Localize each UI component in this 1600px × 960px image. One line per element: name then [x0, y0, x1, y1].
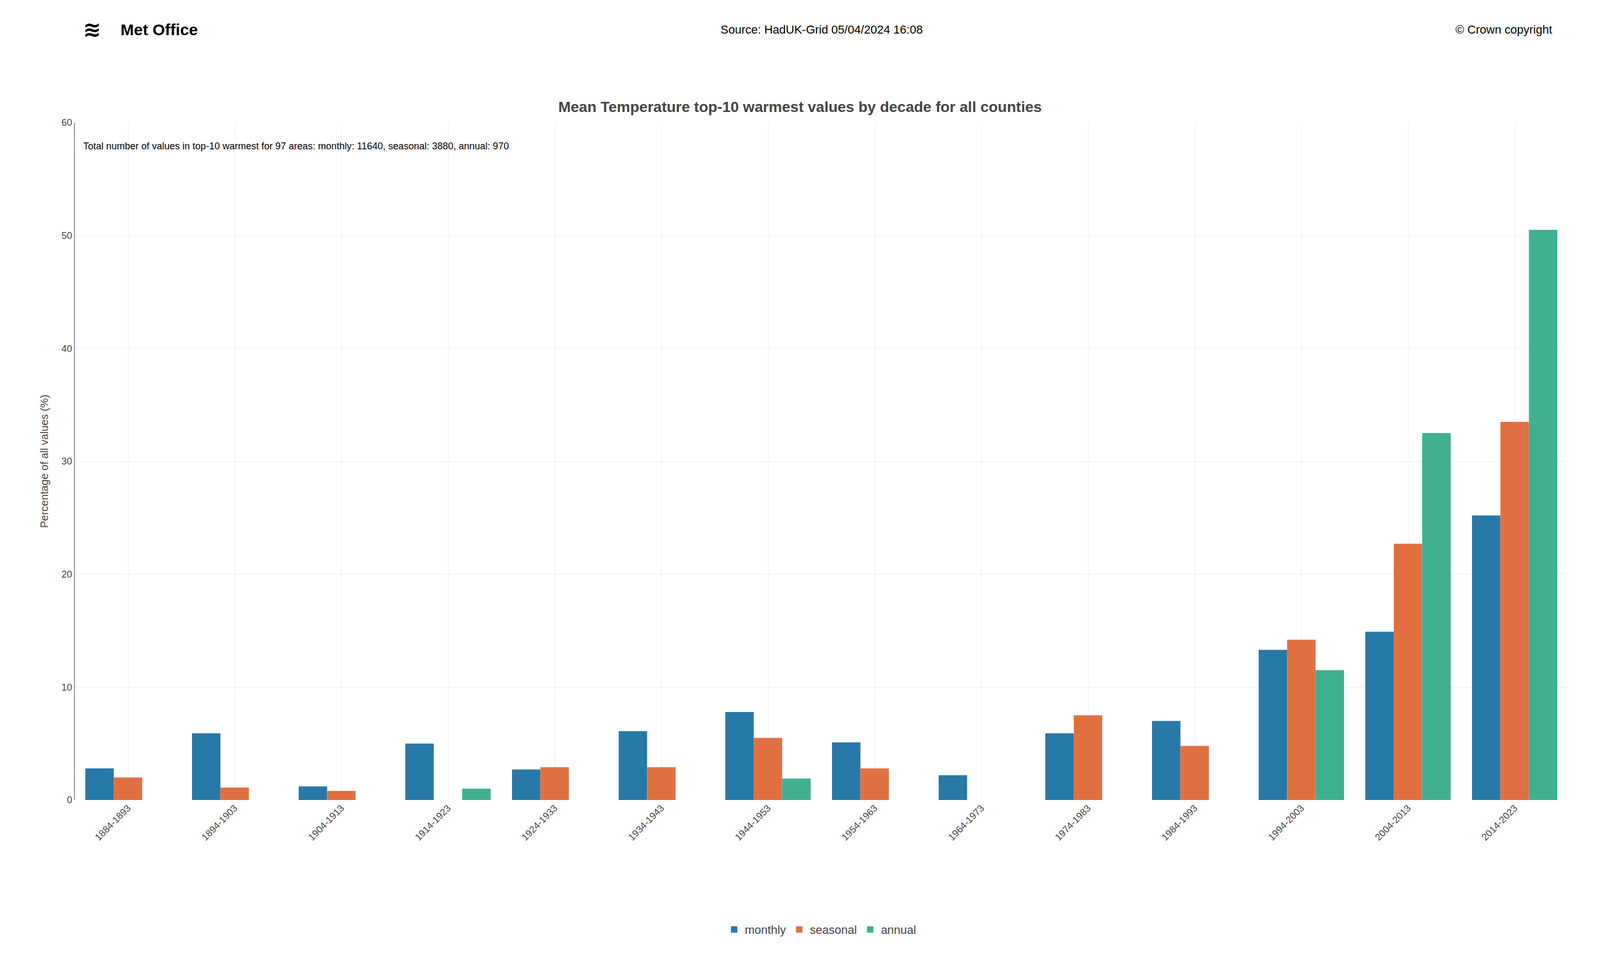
svg-text:annual: annual — [881, 923, 917, 937]
svg-text:1884-1893: 1884-1893 — [92, 802, 133, 843]
svg-text:1954-1963: 1954-1963 — [839, 802, 880, 843]
svg-text:Mean Temperature top-10 warmes: Mean Temperature top-10 warmest values b… — [558, 98, 1043, 116]
svg-text:1934-1943: 1934-1943 — [626, 802, 667, 843]
svg-text:1944-1953: 1944-1953 — [732, 802, 773, 843]
svg-text:0: 0 — [66, 794, 72, 806]
svg-text:30: 30 — [61, 456, 72, 467]
svg-text:Percentage of all values (%): Percentage of all values (%) — [38, 394, 51, 528]
svg-text:40: 40 — [61, 343, 72, 355]
svg-text:Source: HadUK-Grid 05/04/2024: Source: HadUK-Grid 05/04/2024 16:08 — [720, 22, 923, 37]
svg-text:seasonal: seasonal — [810, 923, 858, 937]
svg-text:2014-2023: 2014-2023 — [1479, 802, 1520, 843]
svg-text:monthly: monthly — [745, 923, 787, 937]
svg-text:1964-1973: 1964-1973 — [946, 802, 987, 843]
svg-text:20: 20 — [61, 569, 72, 580]
svg-text:1994-2003: 1994-2003 — [1266, 802, 1307, 843]
svg-text:50: 50 — [61, 230, 72, 242]
svg-text:1924-1933: 1924-1933 — [519, 802, 560, 843]
svg-text:Total number of values in top-: Total number of values in top-10 warmest… — [83, 140, 509, 152]
svg-text:1894-1903: 1894-1903 — [199, 802, 240, 843]
svg-text:≋: ≋ — [83, 17, 102, 42]
svg-text:1974-1983: 1974-1983 — [1052, 802, 1093, 843]
svg-text:© Crown copyright: © Crown copyright — [1455, 22, 1552, 37]
svg-text:1904-1913: 1904-1913 — [306, 802, 347, 843]
svg-text:2004-2013: 2004-2013 — [1372, 802, 1413, 843]
svg-text:1914-1923: 1914-1923 — [412, 802, 453, 843]
svg-text:60: 60 — [61, 117, 72, 128]
svg-text:1984-1993: 1984-1993 — [1159, 802, 1200, 843]
svg-text:Met Office: Met Office — [120, 20, 198, 39]
svg-text:10: 10 — [61, 682, 72, 693]
